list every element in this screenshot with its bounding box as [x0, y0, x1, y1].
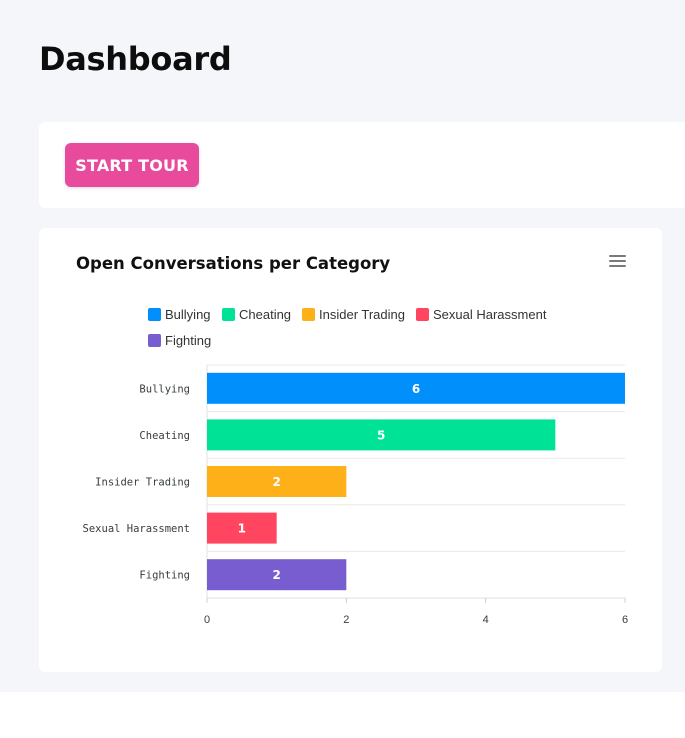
- bar-cheating[interactable]: [207, 419, 556, 451]
- data-label-sexual-harassment: 1: [238, 522, 246, 536]
- category-label-fighting: Fighting: [139, 570, 190, 582]
- legend-label: Insider Trading: [319, 307, 405, 322]
- legend-label: Cheating: [239, 307, 292, 322]
- chart-card: Open Conversations per Category Bullying…: [39, 228, 662, 672]
- x-tick-label: 2: [343, 614, 349, 626]
- bar-chart: Bullying 6 Cheating 5 Insider Trading 2 Sexual…: [83, 364, 628, 626]
- bar-sexual-harassment[interactable]: [207, 512, 277, 544]
- x-tick-label: 6: [622, 614, 628, 626]
- legend-swatch: [148, 334, 161, 347]
- legend-label: Sexual Harassment: [433, 307, 547, 322]
- tour-card: START TOUR: [39, 122, 685, 208]
- legend-swatch: [302, 308, 315, 321]
- bar-fighting[interactable]: [207, 559, 347, 591]
- data-label-fighting: 2: [272, 568, 280, 582]
- category-label-bullying: Bullying: [139, 383, 190, 395]
- bar-bullying[interactable]: [207, 372, 625, 404]
- data-label-insider-trading: 2: [272, 475, 280, 489]
- hamburger-menu-icon[interactable]: [609, 255, 627, 269]
- data-label-bullying: 6: [412, 382, 420, 396]
- data-label-cheating: 5: [377, 428, 385, 442]
- x-tick-label: 4: [483, 614, 489, 626]
- legend-label: Fighting: [165, 333, 212, 348]
- legend-swatch: [148, 308, 161, 321]
- legend-swatch: [222, 308, 235, 321]
- x-tick-label: 0: [204, 614, 210, 626]
- page-title: Dashboard: [39, 40, 232, 78]
- chart-title: Open Conversations per Category: [76, 254, 391, 273]
- start-tour-button[interactable]: START TOUR: [65, 143, 199, 187]
- bar-insider-trading[interactable]: [207, 466, 347, 497]
- legend-label: Bullying: [165, 307, 211, 322]
- category-label-insider-trading: Insider Trading: [95, 477, 190, 489]
- category-label-sexual-harassment: Sexual Harassment: [83, 523, 190, 535]
- legend-swatch: [416, 308, 429, 321]
- category-label-cheating: Cheating: [139, 430, 190, 442]
